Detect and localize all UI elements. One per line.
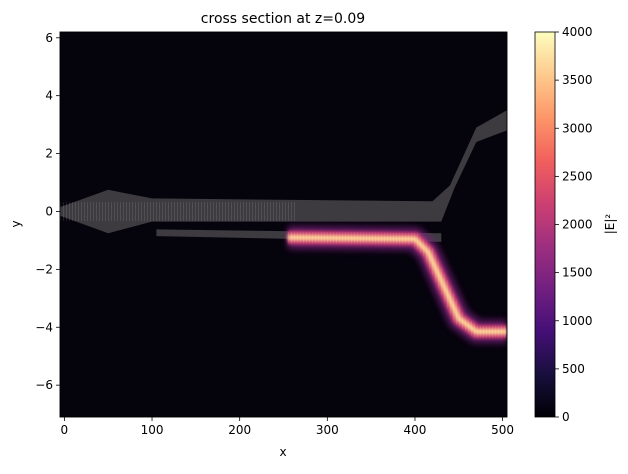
y-tick-label: −6 <box>35 378 53 392</box>
colorbar-ticks: 0 500 1000 1500 2000 2500 3000 3500 4000 <box>555 25 593 424</box>
colorbar-tick-label: 4000 <box>562 25 593 39</box>
x-tick-label: 200 <box>228 423 251 437</box>
x-tick-label: 100 <box>141 423 164 437</box>
y-tick-label: 2 <box>45 147 53 161</box>
colorbar-tick-label: 1000 <box>562 314 593 328</box>
heatmap-layer <box>60 110 507 344</box>
y-tick-label: 0 <box>45 204 53 218</box>
y-axis: −6 −4 −2 0 2 4 6 <box>35 31 60 392</box>
x-tick-label: 300 <box>316 423 339 437</box>
colorbar-tick-label: 3500 <box>562 73 593 87</box>
colorbar <box>534 31 556 418</box>
x-tick-label: 0 <box>61 423 69 437</box>
colorbar-tick-label: 0 <box>562 410 570 424</box>
y-tick-label: 4 <box>45 89 53 103</box>
plot-frame <box>59 31 508 418</box>
colorbar-tick-label: 500 <box>562 362 585 376</box>
y-tick-label: −4 <box>35 320 53 334</box>
colorbar-tick-label: 3000 <box>562 121 593 135</box>
y-tick-label: −2 <box>35 262 53 276</box>
colorbar-tick-label: 2500 <box>562 169 593 183</box>
x-tick-label: 400 <box>404 423 427 437</box>
chart-title: cross section at z=0.09 <box>201 11 365 27</box>
colorbar-label: |E|² <box>603 214 617 235</box>
field-band-2 <box>287 226 507 344</box>
x-axis: 0 100 200 300 400 500 <box>61 417 514 437</box>
y-axis-label: y <box>9 220 23 227</box>
colorbar-tick-label: 2000 <box>562 218 593 232</box>
colorbar-tick-label: 1500 <box>562 266 593 280</box>
y-tick-label: 6 <box>45 31 53 45</box>
x-tick-label: 500 <box>491 423 514 437</box>
x-axis-label: x <box>279 445 286 459</box>
